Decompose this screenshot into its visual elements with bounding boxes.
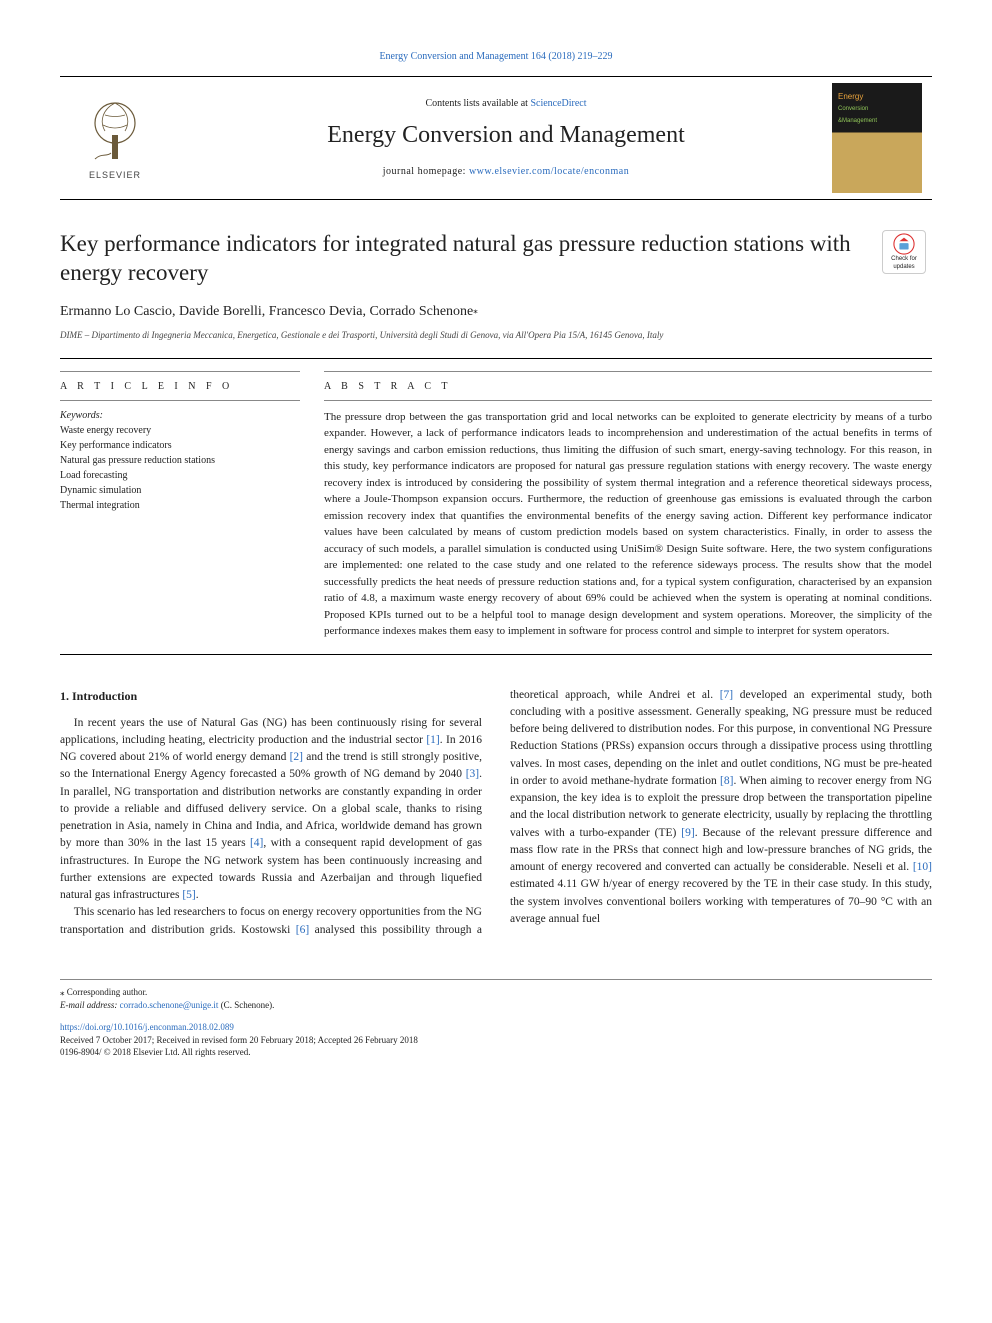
divider xyxy=(324,371,932,372)
citation-link[interactable]: [9] xyxy=(681,827,694,839)
corresponding-author-note: ⁎ Corresponding author. xyxy=(60,986,932,999)
divider xyxy=(60,371,300,372)
check-updates-icon xyxy=(893,233,915,255)
abstract-head: A B S T R A C T xyxy=(324,380,932,394)
body-text: developed an experimental study, both co… xyxy=(510,689,932,787)
history-line: Received 7 October 2017; Received in rev… xyxy=(60,1034,932,1047)
keywords-list: Waste energy recovery Key performance in… xyxy=(60,423,300,513)
citation-link[interactable]: [8] xyxy=(720,775,733,787)
title-block: Key performance indicators for integrate… xyxy=(60,230,932,288)
running-header-journal: Energy Conversion and Management xyxy=(379,51,528,62)
section-heading: 1. Introduction xyxy=(60,687,482,705)
journal-name: Energy Conversion and Management xyxy=(188,119,824,153)
keyword-item: Natural gas pressure reduction stations xyxy=(60,453,300,468)
abstract-text: The pressure drop between the gas transp… xyxy=(324,409,932,640)
body-text: estimated 4.11 GW h/year of energy recov… xyxy=(510,878,932,925)
citation-link[interactable]: [10] xyxy=(913,861,932,873)
info-abstract-row: A R T I C L E I N F O Keywords: Waste en… xyxy=(60,358,932,640)
keyword-item: Dynamic simulation xyxy=(60,483,300,498)
keyword-item: Thermal integration xyxy=(60,498,300,513)
article-info-head: A R T I C L E I N F O xyxy=(60,380,300,394)
article-info-col: A R T I C L E I N F O Keywords: Waste en… xyxy=(60,371,300,640)
citation-link[interactable]: [4] xyxy=(250,837,263,849)
journal-cover-thumbnail: Energy Conversion &Management xyxy=(832,83,922,193)
body-text: In recent years the use of Natural Gas (… xyxy=(60,717,482,746)
cover-title: Energy xyxy=(838,92,863,101)
check-updates-label: Check for updates xyxy=(883,255,925,272)
elsevier-tree-icon xyxy=(85,95,145,165)
divider xyxy=(60,400,300,401)
doi-line: https://doi.org/10.1016/j.enconman.2018.… xyxy=(60,1021,932,1034)
author-line: Ermanno Lo Cascio, Davide Borelli, Franc… xyxy=(60,302,932,322)
citation-link[interactable]: [2] xyxy=(290,751,303,763)
email-line: E-mail address: corrado.schenone@unige.i… xyxy=(60,999,932,1012)
cover-sub1: Conversion xyxy=(838,106,868,112)
masthead-center: Contents lists available at ScienceDirec… xyxy=(188,97,824,179)
doi-link[interactable]: https://doi.org/10.1016/j.enconman.2018.… xyxy=(60,1022,234,1032)
keyword-item: Key performance indicators xyxy=(60,438,300,453)
abstract-col: A B S T R A C T The pressure drop betwee… xyxy=(324,371,932,640)
running-header: Energy Conversion and Management 164 (20… xyxy=(60,50,932,64)
cover-sub2: &Management xyxy=(838,118,877,124)
keywords-label: Keywords: xyxy=(60,409,300,423)
copyright-line: 0196-8904/ © 2018 Elsevier Ltd. All righ… xyxy=(60,1046,932,1059)
affiliation: DIME – Dipartimento di Ingegneria Meccan… xyxy=(60,329,932,342)
citation-link[interactable]: [6] xyxy=(296,924,309,936)
article-title: Key performance indicators for integrate… xyxy=(60,230,882,288)
publisher-logo: ELSEVIER xyxy=(60,83,170,193)
footer: ⁎ Corresponding author. E-mail address: … xyxy=(60,979,932,1059)
email-suffix: (C. Schenone). xyxy=(218,1000,274,1010)
homepage-link[interactable]: www.elsevier.com/locate/enconman xyxy=(469,166,629,177)
publisher-name: ELSEVIER xyxy=(89,169,141,182)
citation-link[interactable]: [3] xyxy=(466,768,479,780)
homepage-prefix: journal homepage: xyxy=(383,166,469,177)
body-columns: 1. Introduction In recent years the use … xyxy=(60,687,932,939)
citation-link[interactable]: [1] xyxy=(426,734,439,746)
contents-line: Contents lists available at ScienceDirec… xyxy=(188,97,824,111)
body-paragraph: In recent years the use of Natural Gas (… xyxy=(60,715,482,905)
sciencedirect-link[interactable]: ScienceDirect xyxy=(530,98,586,109)
email-link[interactable]: corrado.schenone@unige.it xyxy=(120,1000,219,1010)
citation-link[interactable]: [7] xyxy=(720,689,733,701)
running-header-link[interactable]: Energy Conversion and Management 164 (20… xyxy=(379,51,612,62)
running-header-citation: 164 (2018) 219–229 xyxy=(531,51,613,62)
citation-link[interactable]: [5] xyxy=(182,889,195,901)
keyword-item: Waste energy recovery xyxy=(60,423,300,438)
email-label: E-mail address: xyxy=(60,1000,120,1010)
masthead: ELSEVIER Contents lists available at Sci… xyxy=(60,76,932,200)
keyword-item: Load forecasting xyxy=(60,468,300,483)
check-updates-badge[interactable]: Check for updates xyxy=(882,230,926,274)
body-text: . xyxy=(196,889,199,901)
corresponding-marker: ⁎ xyxy=(473,305,478,315)
page: Energy Conversion and Management 164 (20… xyxy=(0,0,992,1099)
contents-prefix: Contents lists available at xyxy=(425,98,530,109)
divider xyxy=(60,654,932,655)
divider xyxy=(324,400,932,401)
homepage-line: journal homepage: www.elsevier.com/locat… xyxy=(188,165,824,179)
authors: Ermanno Lo Cascio, Davide Borelli, Franc… xyxy=(60,304,473,319)
